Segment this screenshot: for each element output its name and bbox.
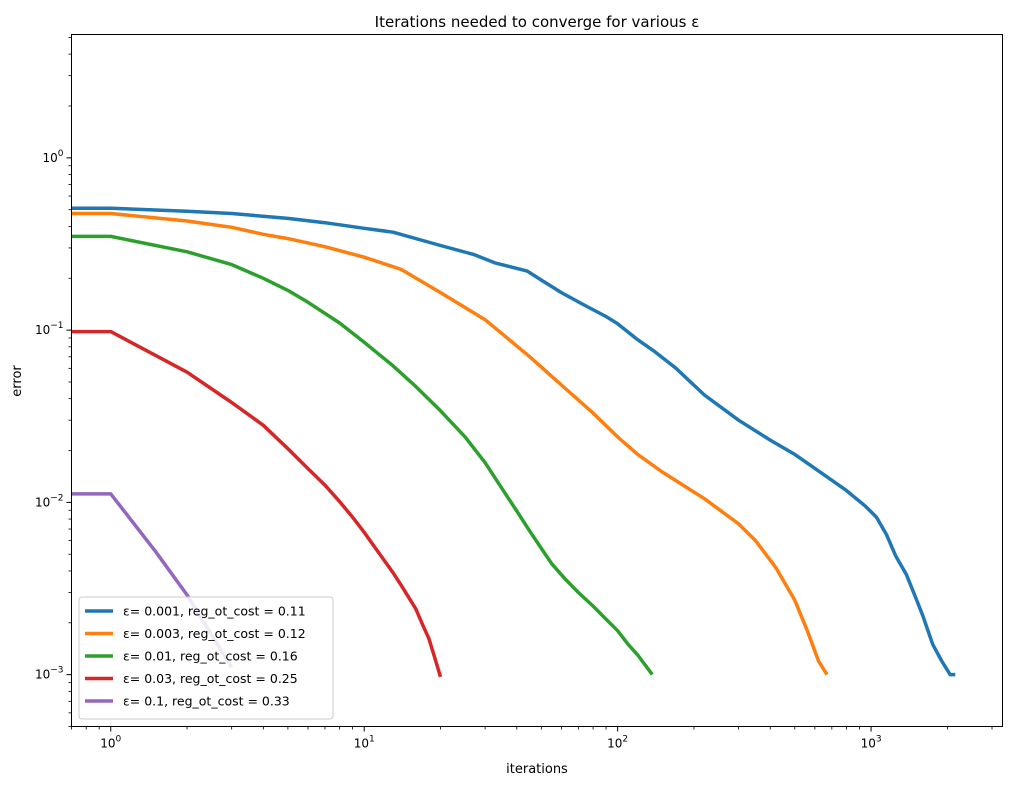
legend-label: ε= 0.01, reg_ot_cost = 0.16 [123,649,298,664]
series-line-3 [71,234,654,676]
x-axis-label: iterations [506,762,568,777]
y-axis-label: error [10,365,25,397]
chart-title: Iterations needed to converge for variou… [375,13,700,31]
plot-frame [71,34,1003,727]
series-line-4 [71,329,443,678]
series-line-2 [71,211,829,676]
x-tick-label: 102 [607,735,628,751]
legend-label: ε= 0.003, reg_ot_cost = 0.12 [123,626,306,641]
legend: ε= 0.001, reg_ot_cost = 0.11 ε= 0.003, re… [78,596,334,720]
legend-label: ε= 0.03, reg_ot_cost = 0.25 [123,671,298,686]
series-line-1 [71,206,956,677]
legend-label: ε= 0.1, reg_ot_cost = 0.33 [123,694,290,709]
y-tick-label: 10−3 [35,666,64,682]
y-tick-label: 100 [42,149,63,165]
y-tick-label: 10−1 [35,321,64,337]
x-tick-label: 101 [354,735,375,751]
x-tick-label: 100 [100,735,121,751]
legend-box [78,596,334,720]
legend-label: ε= 0.001, reg_ot_cost = 0.11 [123,604,306,619]
y-tick-label: 10−2 [35,493,64,509]
x-tick-label: 103 [861,735,882,751]
